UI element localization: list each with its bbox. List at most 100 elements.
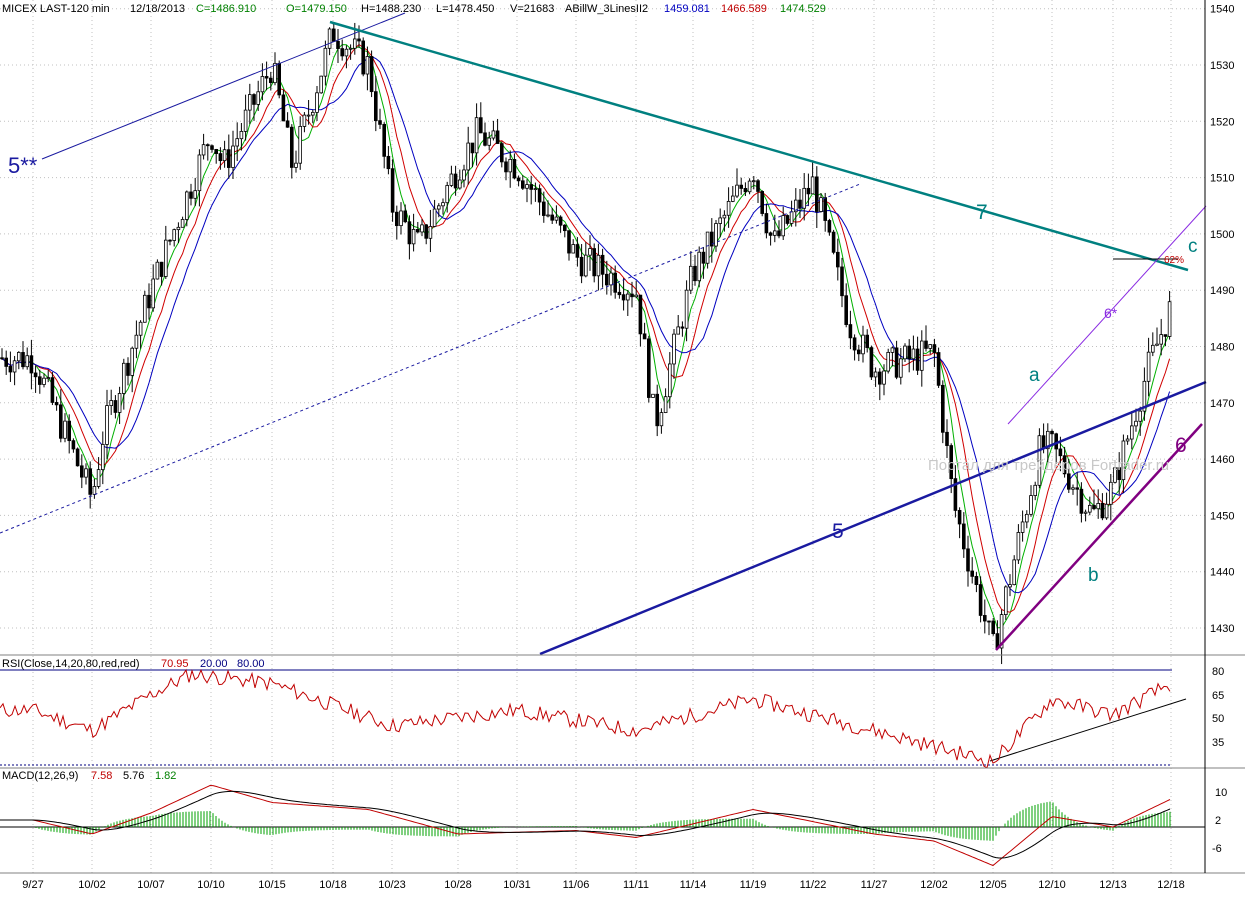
candle-body [1083, 511, 1088, 514]
candle-body [281, 94, 286, 122]
header-ind-v3: 1474.529 [780, 3, 826, 15]
candle-body [806, 187, 811, 195]
time-tick: 11/27 [861, 879, 888, 891]
candle-body [302, 114, 307, 127]
candle-body [722, 214, 727, 219]
time-tick: 10/18 [319, 879, 347, 891]
candle-body [54, 402, 59, 406]
candle-body [92, 486, 97, 495]
rsi-tick: 80 [1212, 666, 1224, 678]
candle-body [365, 56, 370, 75]
candle-body [789, 211, 794, 224]
candle-body [600, 254, 605, 275]
candle-body [394, 211, 399, 227]
price-tick: 1520 [1210, 116, 1234, 128]
candle-body [67, 420, 72, 442]
candle-body [1029, 495, 1033, 515]
candle-body [50, 377, 55, 403]
macd-v1: 7.58 [91, 770, 112, 782]
time-tick: 12/10 [1038, 879, 1066, 891]
candle-body [827, 220, 832, 233]
candle-body [613, 272, 617, 293]
candle-body [184, 191, 189, 220]
candle-body [647, 338, 651, 398]
candle-body [142, 294, 147, 323]
candle-body [785, 215, 790, 224]
candle-body [399, 210, 403, 227]
candle-body [138, 321, 143, 336]
candle-body [567, 230, 571, 254]
candle-body [71, 440, 76, 450]
candle-body [1016, 532, 1021, 561]
rsi-high: 80.00 [237, 658, 265, 670]
candle-body [554, 216, 559, 221]
candle-body [252, 94, 256, 105]
time-tick: 12/02 [920, 879, 948, 891]
time-tick: 10/10 [197, 879, 225, 891]
candle-body [407, 221, 412, 245]
candle-body [1100, 502, 1105, 519]
candle-body [714, 223, 718, 247]
time-tick: 11/22 [800, 879, 827, 891]
candle-body [247, 94, 252, 111]
candle-body [38, 376, 42, 385]
trendline-5 [539, 380, 1207, 656]
candle-body [726, 200, 731, 216]
candle-body [176, 226, 181, 231]
candle-body [571, 244, 575, 254]
candle-body [533, 188, 538, 191]
candle-body [798, 199, 802, 209]
candle-body [819, 197, 823, 212]
candle-body [672, 333, 676, 365]
candle-body [29, 355, 34, 374]
candle-body [1062, 455, 1067, 475]
candle-body [810, 176, 815, 195]
candle-body [1067, 473, 1071, 490]
candle-body [1125, 438, 1130, 442]
candle-body [189, 191, 193, 199]
candle-body [542, 201, 546, 216]
candle-body [659, 412, 664, 427]
ma-slow-line [1, 55, 1171, 594]
candle-body [88, 468, 93, 495]
trendlines [0, 12, 1207, 762]
wave-label-6: 6 [1175, 434, 1187, 457]
macd-signal-line [0, 790, 1171, 859]
candle-body [575, 244, 580, 258]
candle-body [109, 400, 114, 406]
candle-body [924, 340, 928, 349]
candle-body [760, 191, 764, 214]
candle-body [869, 347, 874, 378]
candle-body [491, 130, 496, 139]
candle-body [747, 180, 752, 193]
candle-body [235, 138, 240, 147]
macd-tick: -6 [1212, 843, 1222, 855]
candle-body [462, 169, 466, 181]
candle-body [1113, 467, 1117, 483]
candle-body [260, 76, 265, 93]
header-date: 12/18/2013 [130, 3, 185, 15]
candle-body [512, 159, 517, 179]
time-axis: 9/27 10/02 10/07 10/10 10/15 10/18 10/23 10/28 1… [22, 879, 1184, 891]
candle-body [1155, 343, 1159, 346]
macd-label: MACD(12,26,9) [2, 770, 78, 782]
price-axis: 1430 1440 1450 1460 1470 1480 1490 1500 1510 1520… [1210, 4, 1234, 635]
candle-body [676, 326, 680, 335]
wave-label-a: a [1029, 365, 1040, 386]
rsi-value: 70.95 [161, 658, 189, 670]
candle-body [483, 132, 487, 146]
candle-body [777, 230, 781, 237]
candle-body [441, 202, 445, 207]
candle-body [1071, 487, 1075, 490]
candle-body [684, 289, 689, 329]
candle-body [521, 180, 525, 189]
candle-body [546, 214, 550, 217]
candle-body [155, 261, 160, 280]
candle-body [689, 265, 693, 291]
candle-body [1146, 351, 1151, 382]
candle-body [46, 377, 50, 380]
candle-body [831, 231, 836, 253]
price-tick: 1460 [1210, 454, 1234, 466]
candle-body [802, 187, 806, 209]
